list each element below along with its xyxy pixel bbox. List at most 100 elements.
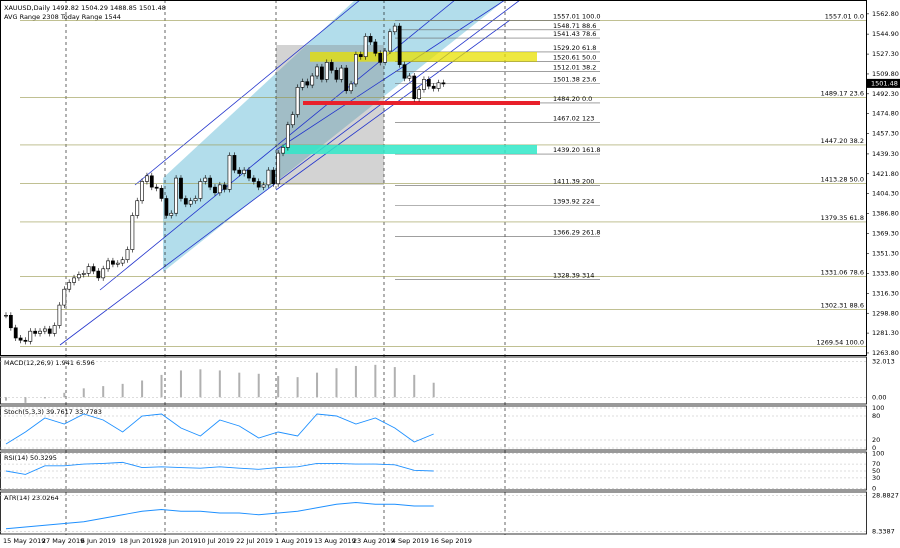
- candle: [57, 304, 62, 326]
- indicator-line: [5, 461, 434, 475]
- y-tick-label: 1421.80: [872, 170, 899, 178]
- y-tick-label: 100: [872, 450, 884, 458]
- candle: [193, 198, 198, 202]
- candle: [339, 67, 344, 80]
- candle: [145, 175, 149, 182]
- candle: [344, 67, 349, 92]
- candle: [198, 181, 203, 199]
- candle: [159, 187, 164, 199]
- candle: [300, 81, 305, 88]
- histogram-bar: [374, 364, 377, 398]
- candle: [8, 315, 13, 329]
- fib-label: 1269.54 100.0: [816, 338, 864, 346]
- candle: [402, 64, 407, 79]
- fib-label: 1467.02 123: [553, 114, 594, 122]
- symbol-header: XAUUSD,Daily 1492.82 1504.29 1488.85 150…: [4, 4, 166, 12]
- histogram-bar: [218, 370, 221, 398]
- candle: [140, 181, 144, 202]
- histogram-bar: [82, 388, 85, 398]
- fib-label: 1331.06 78.6: [821, 269, 864, 277]
- indicator-label: MACD(12,26,9) 1.941 6.596: [4, 359, 95, 367]
- histogram-bar: [316, 372, 319, 398]
- fib-label: 1366.29 261.8: [553, 229, 601, 237]
- y-tick-label: 1298.80: [872, 309, 899, 317]
- y-tick-label: 20: [872, 436, 880, 444]
- candle: [310, 75, 315, 86]
- y-tick-label: 70: [872, 460, 880, 468]
- candle: [67, 282, 72, 290]
- candle: [242, 169, 247, 174]
- candle: [23, 339, 28, 342]
- y-tick-label: 8.3387: [872, 528, 895, 536]
- histogram-bar: [432, 382, 435, 398]
- y-tick-label: 1439.30: [872, 150, 899, 158]
- candle: [392, 25, 397, 33]
- candle: [281, 147, 285, 154]
- candle: [271, 169, 276, 185]
- candle: [397, 25, 402, 65]
- fib-label: 1541.43 78.6: [553, 30, 596, 38]
- candle: [329, 62, 334, 71]
- histogram-bar: [102, 386, 105, 398]
- candle: [431, 85, 436, 89]
- candle: [251, 177, 256, 182]
- candle: [247, 169, 251, 179]
- candle: [111, 260, 115, 265]
- fib-label: 1489.17 23.6: [821, 89, 864, 97]
- candle: [106, 260, 110, 270]
- candle: [164, 198, 169, 216]
- y-tick-label: 50: [872, 467, 880, 475]
- y-tick-label: 28.8827: [872, 492, 899, 500]
- candle: [383, 50, 387, 63]
- candle: [96, 270, 101, 279]
- y-tick-label: 1544.90: [872, 30, 899, 38]
- y-tick-label: 1386.80: [872, 209, 899, 217]
- candle: [237, 169, 242, 174]
- candle: [266, 169, 271, 186]
- x-tick-label: 15 May 2019: [3, 537, 45, 545]
- y-tick-label: 1474.80: [872, 110, 899, 118]
- fib-label: 1484.20 0.0: [553, 95, 592, 103]
- fib-label: 1501.38 23.6: [553, 75, 596, 83]
- fib-label: 1447.20 38.2: [821, 137, 864, 145]
- histogram-bar: [257, 373, 260, 398]
- candle: [378, 53, 383, 63]
- histogram-bar: [238, 372, 241, 398]
- range-header: AVG Range 2308 Today Range 1544: [4, 13, 121, 21]
- cyan-zone: [282, 144, 537, 155]
- fib-label: 1302.31 88.6: [821, 301, 864, 309]
- candle: [28, 330, 33, 342]
- histogram-bar: [160, 374, 163, 398]
- y-tick-label: 30: [872, 474, 880, 482]
- candle: [115, 262, 120, 265]
- x-tick-label: 1 Aug 2019: [275, 537, 313, 545]
- y-tick-label: 1333.80: [872, 270, 899, 278]
- histogram-bar: [179, 370, 182, 398]
- x-tick-label: 23 Aug 2019: [353, 537, 395, 545]
- indicator-label: Stoch(5,3,3) 39.7617 33.7783: [4, 408, 102, 416]
- y-tick-label: 1369.30: [872, 229, 899, 237]
- candle: [388, 31, 392, 52]
- panel-frame: [0, 405, 867, 451]
- x-tick-label: 22 Jul 2019: [236, 537, 273, 545]
- fib-label: 1413.28 50.0: [821, 175, 864, 183]
- candle: [422, 79, 426, 90]
- candle: [217, 184, 222, 194]
- y-tick-label: 0: [872, 484, 876, 492]
- candle: [441, 82, 446, 85]
- last-price-box: [867, 78, 900, 88]
- candle: [222, 184, 227, 190]
- fib-label: 1328.39 314: [553, 272, 594, 280]
- x-tick-label: 6 Jun 2019: [81, 537, 116, 545]
- candle: [52, 325, 57, 334]
- y-tick-label: 1457.30: [872, 129, 899, 137]
- candle: [227, 155, 232, 190]
- candle: [188, 200, 193, 205]
- y-tick-label: 1492.30: [872, 90, 899, 98]
- candle: [290, 114, 295, 126]
- panel-frame: [0, 491, 867, 535]
- x-tick-label: 27 May 2019: [42, 537, 84, 545]
- candle: [13, 327, 18, 339]
- y-tick-label: 1509.80: [872, 70, 899, 78]
- fib-label: 1379.35 61.8: [821, 214, 864, 222]
